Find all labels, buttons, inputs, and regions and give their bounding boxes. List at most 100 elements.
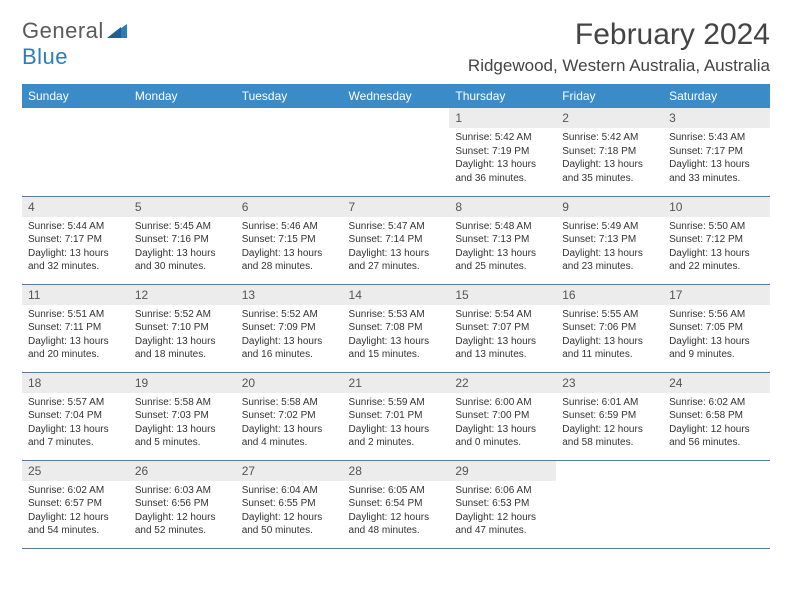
calendar-day-cell: 10Sunrise: 5:50 AMSunset: 7:12 PMDayligh… [663,196,770,284]
day-details: Sunrise: 5:56 AMSunset: 7:05 PMDaylight:… [663,305,770,366]
sunset-text: Sunset: 7:11 PM [28,321,123,335]
sunset-text: Sunset: 7:16 PM [135,233,230,247]
day-number: 4 [22,197,129,217]
daylight-text: Daylight: 13 hours and 25 minutes. [455,247,550,274]
day-number: 6 [236,197,343,217]
sunset-text: Sunset: 6:59 PM [562,409,657,423]
sunset-text: Sunset: 7:12 PM [669,233,764,247]
day-number: 25 [22,461,129,481]
sunrise-text: Sunrise: 6:02 AM [28,484,123,498]
day-details: Sunrise: 6:01 AMSunset: 6:59 PMDaylight:… [556,393,663,454]
calendar-day-cell: 14Sunrise: 5:53 AMSunset: 7:08 PMDayligh… [343,284,450,372]
day-details: Sunrise: 5:42 AMSunset: 7:18 PMDaylight:… [556,128,663,189]
calendar-day-cell: 5Sunrise: 5:45 AMSunset: 7:16 PMDaylight… [129,196,236,284]
day-details: Sunrise: 5:55 AMSunset: 7:06 PMDaylight:… [556,305,663,366]
sunrise-text: Sunrise: 5:52 AM [242,308,337,322]
sunrise-text: Sunrise: 5:44 AM [28,220,123,234]
day-details: Sunrise: 5:52 AMSunset: 7:09 PMDaylight:… [236,305,343,366]
daylight-text: Daylight: 12 hours and 58 minutes. [562,423,657,450]
sunrise-text: Sunrise: 5:43 AM [669,131,764,145]
month-title: February 2024 [468,18,770,52]
sunset-text: Sunset: 6:57 PM [28,497,123,511]
calendar-day-cell: 22Sunrise: 6:00 AMSunset: 7:00 PMDayligh… [449,372,556,460]
sunrise-text: Sunrise: 5:56 AM [669,308,764,322]
calendar-day-cell: 12Sunrise: 5:52 AMSunset: 7:10 PMDayligh… [129,284,236,372]
calendar-week-row: 18Sunrise: 5:57 AMSunset: 7:04 PMDayligh… [22,372,770,460]
sunset-text: Sunset: 6:53 PM [455,497,550,511]
calendar-day-cell: 23Sunrise: 6:01 AMSunset: 6:59 PMDayligh… [556,372,663,460]
daylight-text: Daylight: 13 hours and 4 minutes. [242,423,337,450]
day-number: 24 [663,373,770,393]
sunset-text: Sunset: 7:03 PM [135,409,230,423]
day-details: Sunrise: 5:44 AMSunset: 7:17 PMDaylight:… [22,217,129,278]
day-details: Sunrise: 5:58 AMSunset: 7:02 PMDaylight:… [236,393,343,454]
sunrise-text: Sunrise: 6:03 AM [135,484,230,498]
daylight-text: Daylight: 13 hours and 15 minutes. [349,335,444,362]
day-of-week-header-row: SundayMondayTuesdayWednesdayThursdayFrid… [22,84,770,108]
day-header-wednesday: Wednesday [343,84,450,108]
calendar-day-cell: 7Sunrise: 5:47 AMSunset: 7:14 PMDaylight… [343,196,450,284]
sunrise-text: Sunrise: 5:42 AM [562,131,657,145]
day-number: 20 [236,373,343,393]
daylight-text: Daylight: 12 hours and 54 minutes. [28,511,123,538]
logo-text-2: Blue [22,44,127,70]
calendar-day-cell: 27Sunrise: 6:04 AMSunset: 6:55 PMDayligh… [236,460,343,548]
logo: GeneralBlue [22,18,127,70]
calendar-day-cell: 19Sunrise: 5:58 AMSunset: 7:03 PMDayligh… [129,372,236,460]
calendar-week-row: 11Sunrise: 5:51 AMSunset: 7:11 PMDayligh… [22,284,770,372]
daylight-text: Daylight: 13 hours and 2 minutes. [349,423,444,450]
day-details: Sunrise: 5:42 AMSunset: 7:19 PMDaylight:… [449,128,556,189]
day-number: 26 [129,461,236,481]
calendar-body: 1Sunrise: 5:42 AMSunset: 7:19 PMDaylight… [22,108,770,548]
sunset-text: Sunset: 7:10 PM [135,321,230,335]
calendar-week-row: 1Sunrise: 5:42 AMSunset: 7:19 PMDaylight… [22,108,770,196]
sunrise-text: Sunrise: 5:48 AM [455,220,550,234]
sunset-text: Sunset: 7:18 PM [562,145,657,159]
calendar-day-cell: 11Sunrise: 5:51 AMSunset: 7:11 PMDayligh… [22,284,129,372]
calendar-empty-cell [556,460,663,548]
daylight-text: Daylight: 12 hours and 52 minutes. [135,511,230,538]
calendar-empty-cell [236,108,343,196]
daylight-text: Daylight: 13 hours and 0 minutes. [455,423,550,450]
daylight-text: Daylight: 13 hours and 13 minutes. [455,335,550,362]
day-number: 13 [236,285,343,305]
sunset-text: Sunset: 7:19 PM [455,145,550,159]
day-details: Sunrise: 5:49 AMSunset: 7:13 PMDaylight:… [556,217,663,278]
daylight-text: Daylight: 13 hours and 9 minutes. [669,335,764,362]
day-number: 12 [129,285,236,305]
sunset-text: Sunset: 7:13 PM [455,233,550,247]
sunrise-text: Sunrise: 6:02 AM [669,396,764,410]
day-number: 2 [556,108,663,128]
sunrise-text: Sunrise: 5:59 AM [349,396,444,410]
day-number: 9 [556,197,663,217]
daylight-text: Daylight: 13 hours and 20 minutes. [28,335,123,362]
day-details: Sunrise: 6:02 AMSunset: 6:57 PMDaylight:… [22,481,129,542]
sunset-text: Sunset: 7:04 PM [28,409,123,423]
calendar-day-cell: 3Sunrise: 5:43 AMSunset: 7:17 PMDaylight… [663,108,770,196]
sunset-text: Sunset: 7:15 PM [242,233,337,247]
daylight-text: Daylight: 12 hours and 48 minutes. [349,511,444,538]
calendar-day-cell: 29Sunrise: 6:06 AMSunset: 6:53 PMDayligh… [449,460,556,548]
day-details: Sunrise: 6:03 AMSunset: 6:56 PMDaylight:… [129,481,236,542]
sunrise-text: Sunrise: 5:52 AM [135,308,230,322]
calendar-day-cell: 15Sunrise: 5:54 AMSunset: 7:07 PMDayligh… [449,284,556,372]
daylight-text: Daylight: 13 hours and 36 minutes. [455,158,550,185]
sunrise-text: Sunrise: 6:04 AM [242,484,337,498]
day-number: 16 [556,285,663,305]
day-details: Sunrise: 5:50 AMSunset: 7:12 PMDaylight:… [663,217,770,278]
calendar-week-row: 25Sunrise: 6:02 AMSunset: 6:57 PMDayligh… [22,460,770,548]
calendar-day-cell: 25Sunrise: 6:02 AMSunset: 6:57 PMDayligh… [22,460,129,548]
day-details: Sunrise: 5:46 AMSunset: 7:15 PMDaylight:… [236,217,343,278]
day-details: Sunrise: 5:51 AMSunset: 7:11 PMDaylight:… [22,305,129,366]
sunrise-text: Sunrise: 5:42 AM [455,131,550,145]
sunset-text: Sunset: 7:02 PM [242,409,337,423]
daylight-text: Daylight: 13 hours and 28 minutes. [242,247,337,274]
day-header-saturday: Saturday [663,84,770,108]
day-header-friday: Friday [556,84,663,108]
sunset-text: Sunset: 7:00 PM [455,409,550,423]
day-details: Sunrise: 6:02 AMSunset: 6:58 PMDaylight:… [663,393,770,454]
calendar-day-cell: 13Sunrise: 5:52 AMSunset: 7:09 PMDayligh… [236,284,343,372]
daylight-text: Daylight: 13 hours and 27 minutes. [349,247,444,274]
sunset-text: Sunset: 6:58 PM [669,409,764,423]
location-subtitle: Ridgewood, Western Australia, Australia [468,56,770,76]
